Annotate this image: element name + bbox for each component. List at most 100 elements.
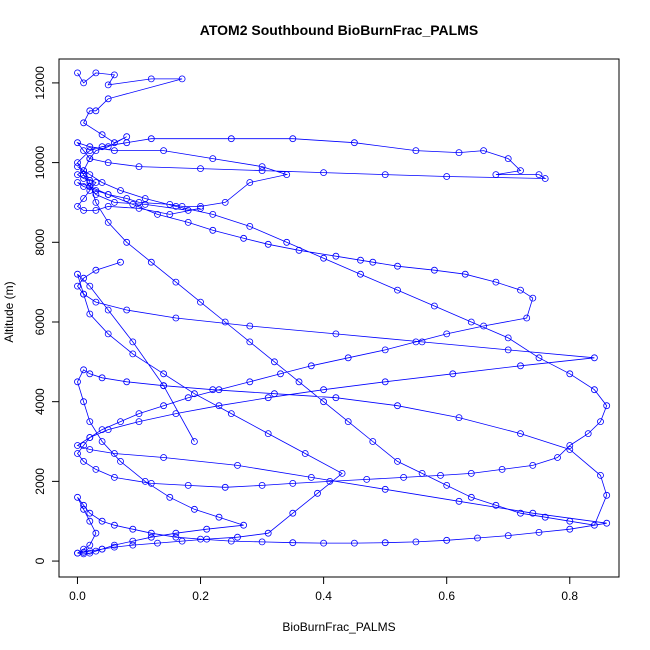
data-point [467, 318, 475, 326]
data-point [123, 378, 131, 386]
data-point [160, 147, 168, 155]
y-tick-label: 10000 [33, 146, 47, 180]
data-point [74, 159, 81, 167]
y-tick-label: 12000 [33, 66, 47, 100]
data-point [111, 450, 118, 457]
data-point [289, 539, 297, 547]
data-point [449, 370, 457, 378]
data-point [86, 418, 94, 426]
x-tick-label: 0.4 [315, 589, 332, 603]
data-point [74, 270, 81, 278]
data-point [190, 505, 198, 513]
data-point [98, 438, 106, 445]
data-point [98, 179, 106, 186]
data-point [492, 501, 500, 509]
data-point [86, 183, 94, 190]
data-point [86, 155, 94, 163]
data-point [344, 354, 352, 362]
data-point [190, 438, 198, 445]
data-point [301, 450, 309, 457]
data-point [80, 119, 87, 127]
data-point [129, 350, 137, 358]
data-point [98, 517, 106, 525]
data-point [80, 398, 87, 406]
data-point [86, 282, 94, 290]
data-point [394, 402, 401, 410]
data-point [92, 529, 100, 537]
data-point [80, 195, 87, 202]
data-point [535, 529, 543, 536]
data-point [111, 198, 118, 206]
data-point [184, 394, 192, 402]
data-point [86, 517, 94, 525]
data-point [314, 489, 321, 497]
data-point [258, 538, 266, 546]
data-point [74, 202, 81, 210]
data-point [111, 473, 118, 481]
data-point [332, 330, 340, 338]
data-point [234, 461, 241, 469]
data-point [147, 135, 155, 143]
data-point [80, 457, 87, 465]
data-point [74, 549, 81, 557]
data-point [86, 370, 94, 378]
data-point [215, 402, 223, 410]
data-point [369, 258, 377, 266]
data-point [111, 71, 118, 79]
data-point [504, 155, 512, 163]
data-point [172, 202, 180, 210]
data-point [80, 206, 87, 214]
data-point [221, 318, 229, 326]
data-point [357, 270, 364, 278]
data-point [455, 497, 463, 505]
data-point [320, 539, 328, 547]
data-point [517, 286, 524, 294]
data-point [92, 206, 100, 214]
data-point [277, 370, 284, 378]
data-point [584, 430, 592, 438]
data-point [227, 410, 235, 418]
data-point [111, 543, 118, 551]
data-point [480, 147, 488, 155]
data-point [74, 179, 81, 186]
data-point [160, 402, 168, 410]
data-point [184, 481, 192, 489]
data-point [418, 338, 426, 346]
data-point [111, 521, 118, 529]
data-point [80, 167, 87, 175]
data-point [104, 191, 112, 198]
data-point [92, 266, 100, 274]
data-point [129, 537, 137, 545]
data-point [603, 519, 611, 527]
data-point [166, 210, 174, 218]
data-point [111, 147, 118, 155]
data-point [197, 298, 204, 306]
y-tick-label: 8000 [33, 229, 47, 256]
data-point [80, 79, 87, 87]
data-point [160, 370, 168, 378]
data-point [320, 254, 328, 262]
data-point [184, 206, 192, 214]
data-point [123, 238, 131, 246]
data-point [147, 533, 155, 541]
data-point [197, 202, 204, 210]
data-point [129, 541, 137, 549]
y-tick-label: 6000 [33, 308, 47, 335]
data-point [92, 187, 100, 194]
data-point [326, 477, 334, 485]
data-point [350, 139, 358, 147]
data-point [104, 95, 112, 103]
data-point [591, 354, 598, 362]
data-point [541, 175, 549, 182]
data-point [117, 187, 124, 194]
y-tick-label: 4000 [33, 388, 47, 415]
data-point [517, 167, 524, 175]
data-point [227, 537, 235, 545]
data-point [394, 262, 401, 270]
data-point [437, 471, 444, 479]
data-point [190, 390, 198, 398]
data-point [264, 529, 272, 537]
data-point [92, 465, 100, 473]
data-point [597, 418, 604, 426]
data-point [467, 493, 475, 501]
